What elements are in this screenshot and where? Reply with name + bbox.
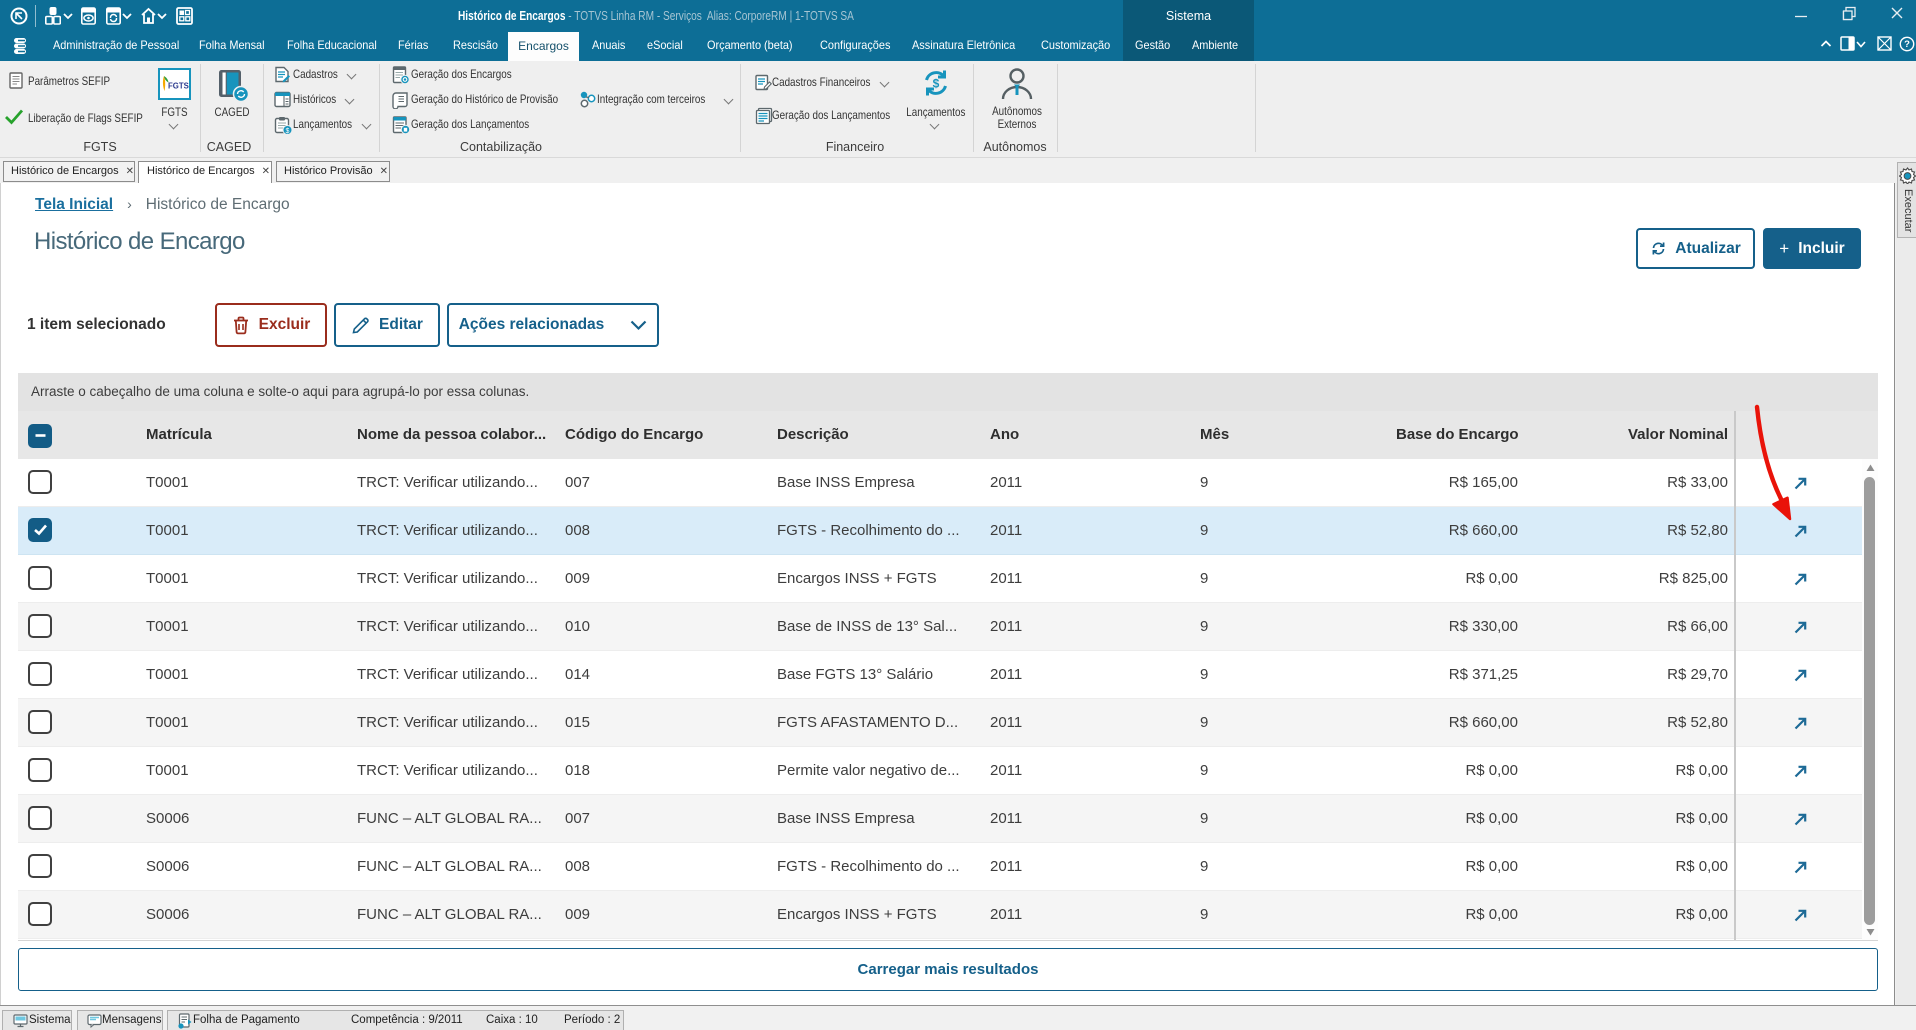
- svg-text:$: $: [933, 77, 940, 91]
- svg-text:?: ?: [1904, 39, 1910, 50]
- svg-text:$: $: [286, 128, 290, 135]
- svg-text:FGTS: FGTS: [168, 82, 189, 91]
